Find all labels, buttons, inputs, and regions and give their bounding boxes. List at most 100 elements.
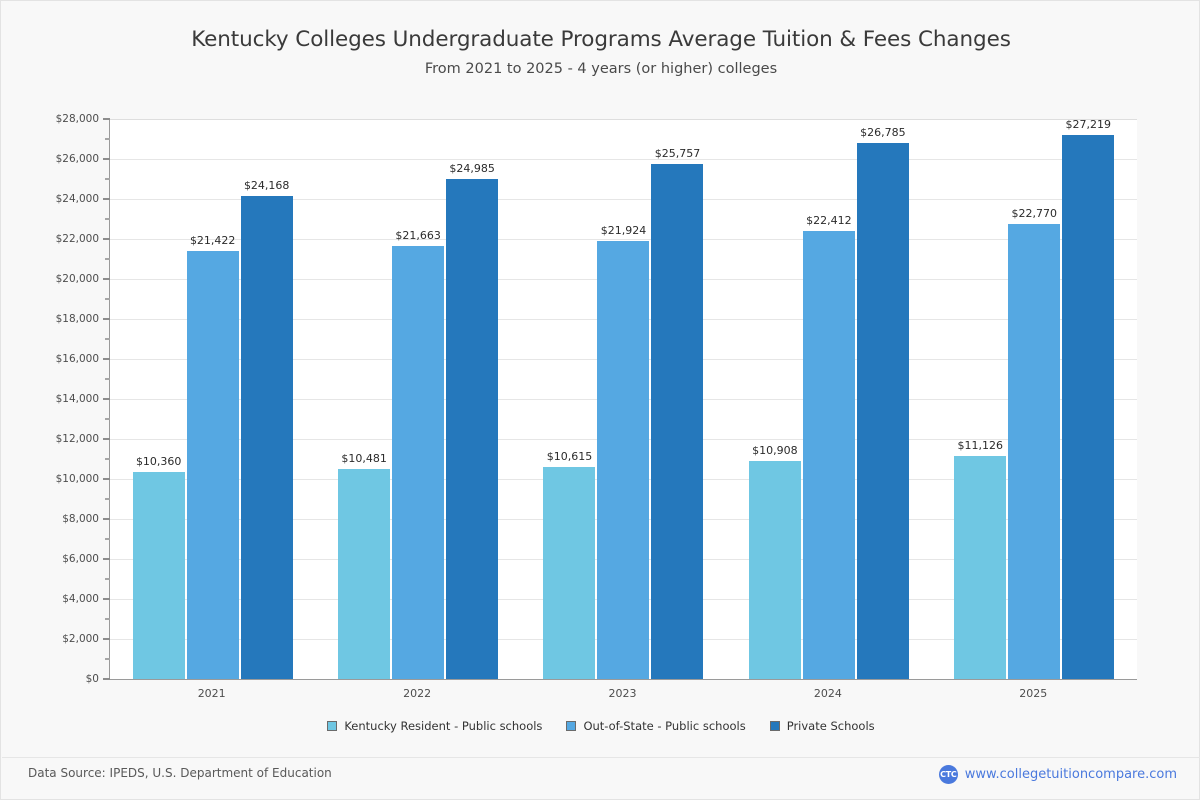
y-axis-tick xyxy=(103,438,110,440)
bar-value-label: $24,985 xyxy=(449,162,495,176)
brand-link[interactable]: CTC www.collegetuitioncompare.com xyxy=(938,765,1177,784)
bar-group: $10,615 $21,924 $25,757 xyxy=(521,119,726,679)
bar[interactable]: $10,908 xyxy=(748,444,801,679)
plot-area: $0 $2,000 $4,000 $6,000 $8,000 $10,000 $12,000… xyxy=(56,113,1137,685)
bar-value-label: $24,168 xyxy=(243,178,290,192)
y-axis-label: $20,000 xyxy=(55,273,99,285)
bar[interactable]: $25,757 xyxy=(651,147,704,679)
bar-group: $10,908 $22,412 $26,785 xyxy=(726,119,931,679)
y-axis-tick xyxy=(103,478,110,480)
y-axis-minor-tick xyxy=(105,658,110,660)
legend-label: Private Schools xyxy=(786,719,875,733)
bar[interactable]: $26,785 xyxy=(856,126,909,679)
brand-url-label[interactable]: www.collegetuitioncompare.com xyxy=(964,767,1177,782)
bar[interactable]: $24,168 xyxy=(240,179,293,679)
y-axis-tick xyxy=(103,238,110,240)
bar-value-label: $11,126 xyxy=(957,439,1004,453)
gridline xyxy=(110,239,1137,240)
gridline xyxy=(110,199,1137,200)
y-axis-minor-tick xyxy=(105,258,110,260)
x-axis-label: 2023 xyxy=(608,687,637,700)
bar[interactable]: $22,412 xyxy=(802,214,855,679)
x-axis: 2021 2022 2023 2024 2025 xyxy=(109,681,1136,705)
gridline xyxy=(110,119,1137,120)
y-axis-tick xyxy=(103,198,110,200)
x-axis-label: 2022 xyxy=(403,687,432,700)
y-axis-tick xyxy=(103,638,110,640)
bar-value-label: $21,663 xyxy=(395,228,441,242)
y-axis-label: $28,000 xyxy=(55,113,99,125)
bar[interactable]: $27,219 xyxy=(1062,118,1115,679)
bar[interactable]: $21,663 xyxy=(392,229,445,679)
legend-label: Out-of-State - Public schools xyxy=(583,719,746,733)
y-axis-label: $2,000 xyxy=(62,633,99,645)
y-axis-label: $4,000 xyxy=(62,593,99,605)
bar-value-label: $22,412 xyxy=(806,213,852,227)
y-axis-label: $16,000 xyxy=(55,353,99,365)
bar[interactable]: $21,422 xyxy=(186,234,239,679)
bar-group: $10,481 $21,663 $24,985 xyxy=(315,119,520,679)
y-axis-minor-tick xyxy=(105,218,110,220)
y-axis-minor-tick xyxy=(105,538,110,540)
bar[interactable]: $10,481 xyxy=(338,452,391,679)
y-axis-tick xyxy=(103,678,110,680)
chart-header: Kentucky Colleges Undergraduate Programs… xyxy=(1,27,1200,77)
legend-item[interactable]: Out-of-State - Public schools xyxy=(566,719,746,733)
bar-value-label: $10,360 xyxy=(135,454,182,468)
legend-swatch-icon xyxy=(327,721,338,731)
bar-group: $11,126 $22,770 $27,219 xyxy=(932,118,1137,679)
bar-series-container: $10,360 $21,422 $24,168 $10,481 $21,663 $24,9… xyxy=(110,118,1137,679)
page-subtitle: From 2021 to 2025 - 4 years (or higher) … xyxy=(424,61,778,77)
y-axis-minor-tick xyxy=(105,618,110,620)
y-axis-label: $0 xyxy=(85,673,99,685)
y-axis-label: $26,000 xyxy=(55,153,99,165)
bar[interactable]: $24,985 xyxy=(446,162,499,679)
y-axis-label: $10,000 xyxy=(55,473,99,485)
bar[interactable]: $21,924 xyxy=(597,224,650,679)
ctc-logo-icon: CTC xyxy=(938,765,958,784)
x-axis-label: 2024 xyxy=(813,687,842,700)
y-axis-label: $6,000 xyxy=(62,553,99,565)
y-axis-tick xyxy=(103,518,110,520)
y-axis-tick xyxy=(103,598,110,600)
bar[interactable]: $10,615 xyxy=(543,450,596,679)
legend-item[interactable]: Kentucky Resident - Public schools xyxy=(327,719,542,733)
y-axis-label: $12,000 xyxy=(55,433,99,445)
y-axis-tick xyxy=(103,398,110,400)
bar-value-label: $22,770 xyxy=(1011,206,1058,220)
bar-value-label: $25,757 xyxy=(654,146,701,160)
y-axis-label: $22,000 xyxy=(55,233,99,245)
y-axis-tick xyxy=(103,318,110,320)
legend-label: Kentucky Resident - Public schools xyxy=(344,719,543,733)
y-axis-tick xyxy=(103,558,110,560)
x-axis-label: 2025 xyxy=(1019,687,1048,700)
y-axis-minor-tick xyxy=(105,578,110,580)
y-axis-minor-tick xyxy=(105,378,110,380)
y-axis-label: $8,000 xyxy=(62,513,99,525)
gridline xyxy=(110,159,1137,160)
bar-group: $10,360 $21,422 $24,168 xyxy=(110,119,315,679)
y-axis-minor-tick xyxy=(105,418,110,420)
y-axis-minor-tick xyxy=(105,458,110,460)
legend-swatch-icon xyxy=(566,721,577,731)
y-axis-minor-tick xyxy=(105,338,110,340)
y-axis-tick xyxy=(103,118,110,120)
bar-value-label: $21,924 xyxy=(600,223,647,237)
bar[interactable]: $22,770 xyxy=(1008,207,1061,679)
y-axis-tick xyxy=(103,278,110,280)
chart-legend: Kentucky Resident - Public schools Out-of… xyxy=(1,719,1200,733)
y-axis-minor-tick xyxy=(105,138,110,140)
bar[interactable]: $11,126 xyxy=(954,439,1007,679)
y-axis-label: $14,000 xyxy=(55,393,99,405)
legend-item[interactable]: Private Schools xyxy=(769,719,875,733)
legend-swatch-icon xyxy=(769,721,780,731)
y-axis-minor-tick xyxy=(105,298,110,300)
y-axis-tick xyxy=(103,358,110,360)
y-axis-label: $18,000 xyxy=(55,313,99,325)
bar[interactable]: $10,360 xyxy=(132,455,185,679)
y-axis-label: $24,000 xyxy=(55,193,99,205)
y-axis-tick xyxy=(103,158,110,160)
page-title: Kentucky Colleges Undergraduate Programs… xyxy=(191,27,1011,52)
y-axis-minor-tick xyxy=(105,178,110,180)
